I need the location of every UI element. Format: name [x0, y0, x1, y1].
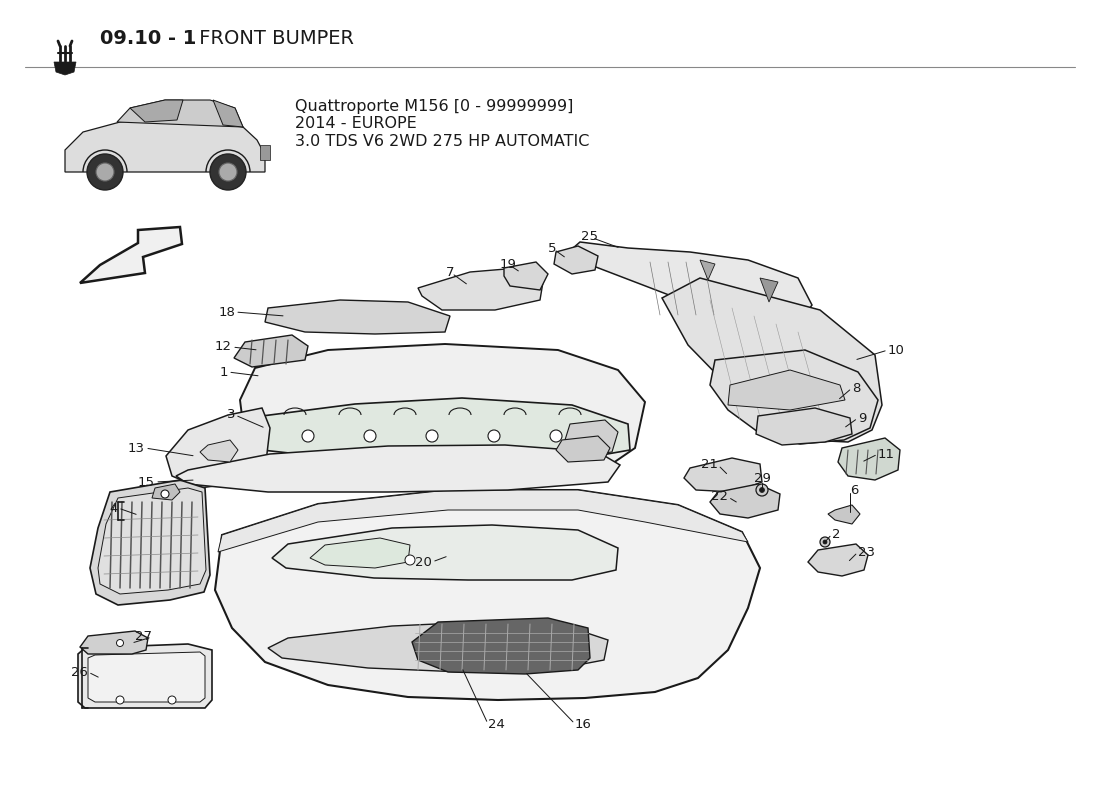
- Text: 3.0 TDS V6 2WD 275 HP AUTOMATIC: 3.0 TDS V6 2WD 275 HP AUTOMATIC: [295, 134, 590, 150]
- Polygon shape: [760, 278, 778, 302]
- Polygon shape: [504, 262, 548, 290]
- Circle shape: [488, 430, 501, 442]
- Polygon shape: [234, 335, 308, 367]
- Polygon shape: [88, 652, 205, 702]
- Text: 5: 5: [548, 242, 557, 254]
- Text: 12: 12: [214, 341, 232, 354]
- Polygon shape: [214, 490, 760, 700]
- Text: 20: 20: [415, 555, 432, 569]
- Text: 15: 15: [138, 475, 155, 489]
- Polygon shape: [54, 62, 76, 75]
- Polygon shape: [260, 145, 270, 160]
- Circle shape: [219, 163, 236, 181]
- Circle shape: [426, 430, 438, 442]
- Polygon shape: [412, 618, 590, 674]
- Circle shape: [364, 430, 376, 442]
- Text: 21: 21: [701, 458, 718, 471]
- Text: 2: 2: [832, 527, 840, 541]
- Polygon shape: [80, 631, 148, 654]
- Circle shape: [820, 537, 830, 547]
- Polygon shape: [662, 278, 882, 442]
- Polygon shape: [248, 398, 630, 466]
- Text: 23: 23: [858, 546, 874, 558]
- Circle shape: [161, 490, 169, 498]
- Polygon shape: [418, 268, 544, 310]
- Polygon shape: [78, 644, 212, 708]
- Circle shape: [87, 154, 123, 190]
- Circle shape: [405, 555, 415, 565]
- Circle shape: [302, 430, 313, 442]
- Polygon shape: [565, 420, 618, 456]
- Circle shape: [116, 696, 124, 704]
- Polygon shape: [65, 118, 265, 172]
- Text: 09.10 - 1: 09.10 - 1: [100, 30, 197, 49]
- Text: 19: 19: [499, 258, 516, 270]
- Text: 26: 26: [72, 666, 88, 678]
- Polygon shape: [240, 344, 645, 488]
- Polygon shape: [117, 100, 243, 127]
- Polygon shape: [265, 300, 450, 334]
- Polygon shape: [176, 445, 620, 492]
- Polygon shape: [268, 622, 608, 672]
- Text: 29: 29: [754, 471, 770, 485]
- Circle shape: [756, 484, 768, 496]
- Text: Quattroporte M156 [0 - 99999999]: Quattroporte M156 [0 - 99999999]: [295, 98, 573, 114]
- Polygon shape: [166, 408, 270, 488]
- Polygon shape: [728, 370, 845, 410]
- Polygon shape: [152, 484, 180, 500]
- Text: 4: 4: [110, 502, 118, 514]
- Text: 22: 22: [711, 490, 728, 503]
- Circle shape: [96, 163, 114, 181]
- Text: 8: 8: [852, 382, 860, 394]
- Circle shape: [168, 696, 176, 704]
- Text: 6: 6: [850, 483, 858, 497]
- Polygon shape: [80, 227, 182, 283]
- Circle shape: [210, 154, 246, 190]
- Circle shape: [759, 487, 764, 493]
- Text: 7: 7: [446, 266, 454, 278]
- Text: 11: 11: [878, 447, 895, 461]
- Polygon shape: [710, 484, 780, 518]
- Polygon shape: [828, 505, 860, 524]
- Polygon shape: [838, 438, 900, 480]
- Polygon shape: [756, 408, 852, 445]
- Polygon shape: [90, 480, 210, 605]
- Circle shape: [550, 430, 562, 442]
- Circle shape: [823, 540, 827, 544]
- Polygon shape: [684, 458, 762, 492]
- Polygon shape: [710, 350, 878, 444]
- Polygon shape: [565, 242, 812, 328]
- Polygon shape: [272, 525, 618, 580]
- Text: 1: 1: [220, 366, 228, 378]
- Polygon shape: [700, 260, 715, 280]
- Text: 3: 3: [227, 409, 235, 422]
- Polygon shape: [130, 100, 183, 122]
- Text: 13: 13: [128, 442, 145, 454]
- Polygon shape: [556, 436, 610, 462]
- Polygon shape: [808, 544, 868, 576]
- Text: 24: 24: [488, 718, 505, 730]
- Circle shape: [117, 639, 123, 646]
- Text: 25: 25: [582, 230, 598, 243]
- Polygon shape: [554, 246, 598, 274]
- Text: 2014 - EUROPE: 2014 - EUROPE: [295, 117, 417, 131]
- Text: 16: 16: [575, 718, 592, 730]
- Polygon shape: [218, 490, 748, 552]
- Text: 27: 27: [135, 630, 152, 643]
- Text: 9: 9: [858, 411, 867, 425]
- Polygon shape: [213, 100, 243, 127]
- Text: 10: 10: [888, 343, 905, 357]
- Polygon shape: [200, 440, 238, 462]
- Text: FRONT BUMPER: FRONT BUMPER: [192, 30, 354, 49]
- Polygon shape: [98, 488, 206, 594]
- Polygon shape: [310, 538, 410, 568]
- Text: 18: 18: [218, 306, 235, 318]
